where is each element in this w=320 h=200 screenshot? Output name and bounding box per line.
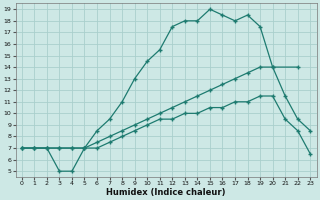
X-axis label: Humidex (Indice chaleur): Humidex (Indice chaleur) xyxy=(106,188,226,197)
